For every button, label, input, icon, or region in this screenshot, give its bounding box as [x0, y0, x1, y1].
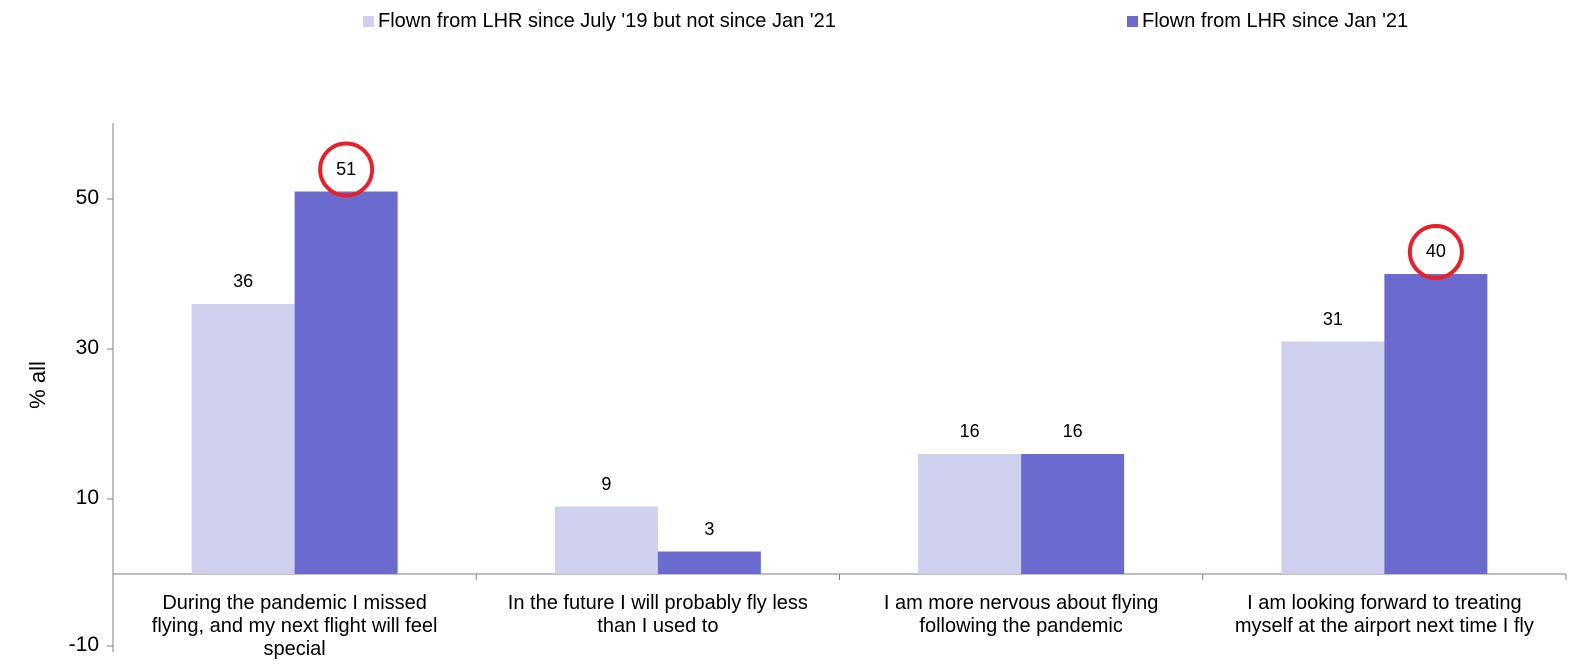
data-label: 16 [959, 421, 980, 441]
y-tick-label: 30 [75, 336, 99, 359]
legend-swatch-2 [1127, 16, 1138, 27]
category-label: During the pandemic I missed flying, and … [151, 592, 438, 660]
bar [657, 551, 761, 574]
data-label: 16 [1062, 421, 1083, 441]
data-label: 31 [1322, 308, 1343, 329]
y-tick-label: -10 [68, 633, 99, 656]
y-tick-label: 10 [75, 486, 99, 509]
highlight-circle [318, 141, 375, 198]
data-label: 36 [233, 271, 254, 291]
y-tick-label: 50 [75, 186, 99, 209]
legend-label-2: Flown from LHR since Jan '21 [1142, 10, 1409, 32]
y-axis-label: % all [25, 361, 50, 409]
bar [1021, 454, 1125, 574]
bar [554, 506, 658, 574]
bar [1384, 274, 1488, 574]
data-label: 40 [1425, 241, 1446, 261]
category-label: I am more nervous about flying following … [883, 592, 1159, 637]
data-label: 3 [704, 518, 715, 539]
category-label: In the future I will probably fly less th… [507, 592, 808, 637]
bar [294, 191, 398, 574]
legend-item-1: Flown from LHR since July '19 but not si… [363, 10, 836, 33]
data-label: 51 [336, 158, 357, 179]
legend-item-2: Flown from LHR since Jan '21 [1127, 10, 1408, 33]
legend-label-1: Flown from LHR since July '19 but not si… [378, 10, 836, 32]
legend-swatch-1 [363, 16, 374, 27]
bar [918, 454, 1022, 574]
bar [191, 304, 295, 574]
data-label: 9 [601, 473, 612, 494]
category-label: I am looking forward to treating myself a… [1234, 592, 1534, 637]
bar [1281, 341, 1385, 574]
highlight-circle [1407, 224, 1464, 280]
